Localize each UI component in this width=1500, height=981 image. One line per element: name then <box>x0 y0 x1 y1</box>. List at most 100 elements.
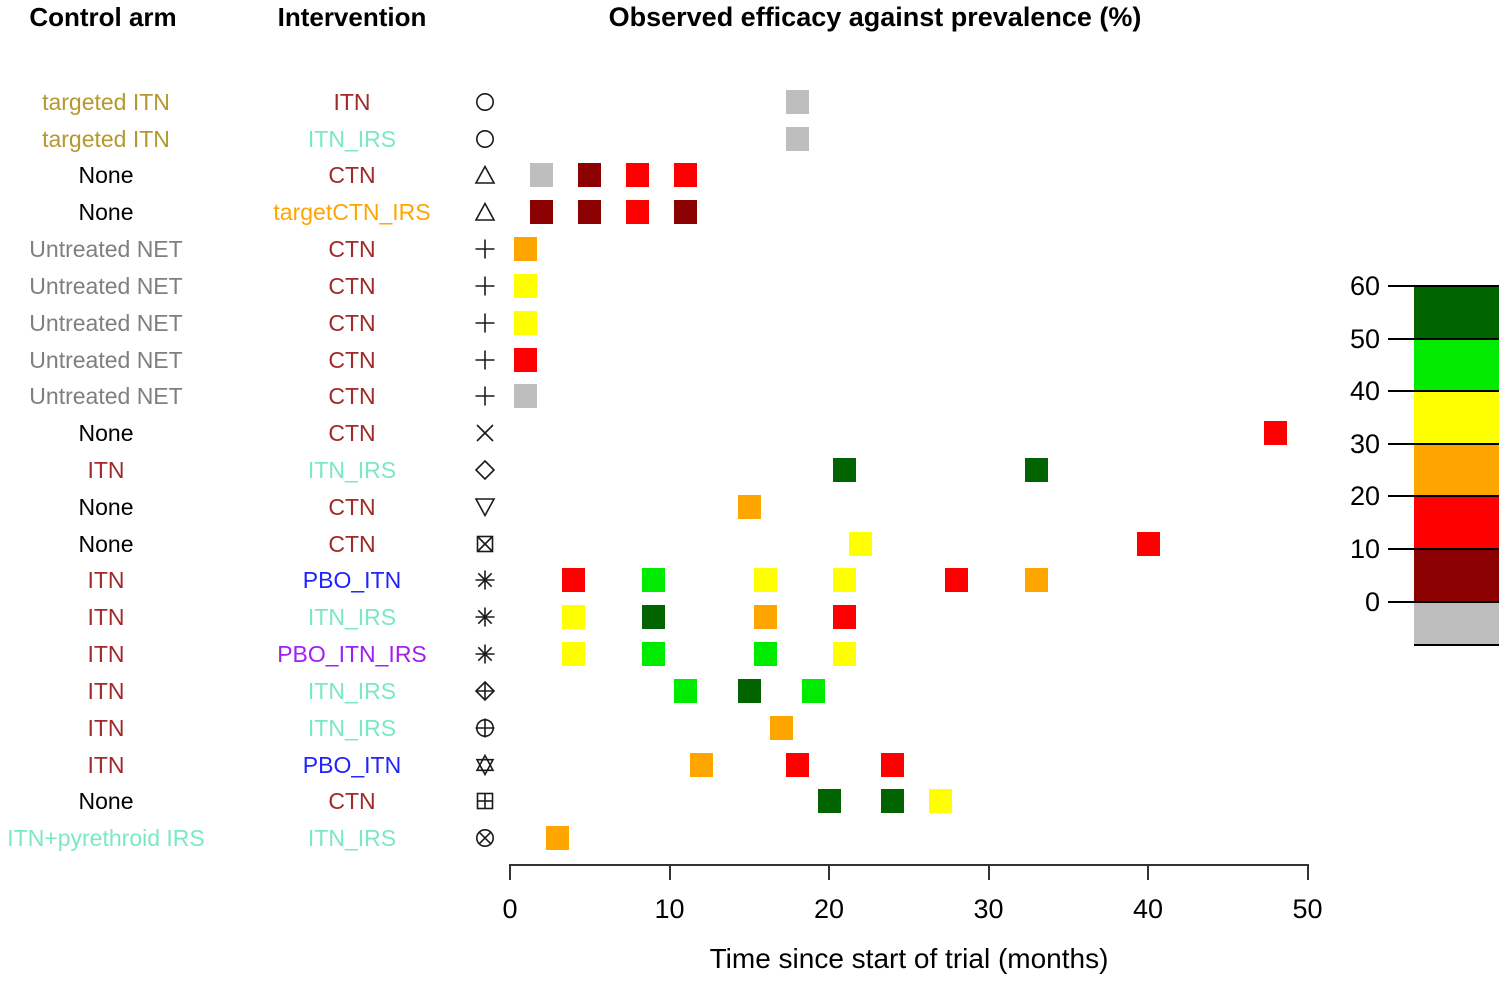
efficacy-point <box>673 678 697 703</box>
legend-bottom-line <box>1414 644 1499 646</box>
intervention-label: CTN <box>328 493 376 520</box>
square-plus-symbol-icon <box>474 790 496 812</box>
efficacy-point <box>514 347 538 372</box>
legend-tick-line <box>1388 548 1499 550</box>
efficacy-point <box>769 715 793 740</box>
cross-symbol-icon <box>474 422 496 444</box>
control-arm-label: None <box>78 420 134 447</box>
control-arm-label: ITN <box>87 714 125 741</box>
efficacy-point <box>1264 421 1288 446</box>
chart-title: Observed efficacy against prevalence (%) <box>608 2 1142 32</box>
x-axis-tick <box>987 866 990 880</box>
control-arm-label: ITN <box>87 604 125 631</box>
legend-band <box>1414 601 1499 645</box>
control-arm-label: None <box>78 162 134 189</box>
intervention-label: ITN <box>333 88 371 115</box>
x-axis-tick-label: 30 <box>973 894 1004 924</box>
control-arm-label: ITN <box>87 457 125 483</box>
x-axis-tick-label: 20 <box>813 894 845 924</box>
efficacy-point <box>881 789 905 814</box>
square-cross-symbol-icon <box>474 533 496 555</box>
efficacy-point <box>737 678 761 703</box>
efficacy-point <box>849 531 873 556</box>
x-axis-tick-label: 10 <box>654 894 685 924</box>
efficacy-point <box>753 568 777 593</box>
intervention-label: CTN <box>328 162 376 189</box>
asterisk-symbol-icon <box>474 606 496 628</box>
efficacy-point <box>801 678 825 703</box>
efficacy-point <box>689 752 713 777</box>
control-arm-label: Untreated NET <box>29 383 183 410</box>
intervention-label: CTN <box>328 383 376 410</box>
efficacy-point <box>514 237 538 262</box>
efficacy-point <box>514 310 538 335</box>
control-arm-label: ITN+pyrethroid IRS <box>7 825 205 852</box>
efficacy-point <box>578 163 602 188</box>
efficacy-point <box>1136 531 1160 556</box>
efficacy-point <box>833 642 857 667</box>
intervention-label: PBO_ITN <box>302 567 402 594</box>
intervention-header: Intervention <box>277 2 427 32</box>
efficacy-point <box>753 642 777 667</box>
control-arm-label: None <box>78 493 134 520</box>
control-arm-label: Untreated NET <box>29 236 183 263</box>
control-arm-label: Untreated NET <box>29 309 183 336</box>
control-arm-header: Control arm <box>29 2 177 32</box>
efficacy-point <box>626 163 650 188</box>
legend-tick-label: 40 <box>1349 376 1380 407</box>
control-arm-label: Untreated NET <box>29 272 183 299</box>
efficacy-point <box>833 458 857 482</box>
legend-band <box>1414 496 1499 549</box>
legend-band <box>1414 391 1499 444</box>
diamond-symbol-icon <box>474 459 496 481</box>
hexagram-symbol-icon <box>474 753 496 776</box>
efficacy-point <box>929 789 953 814</box>
intervention-label: CTN <box>328 530 376 557</box>
intervention-label: targetCTN_IRS <box>273 199 431 226</box>
asterisk-symbol-icon <box>474 643 496 665</box>
circle-cross-symbol-icon <box>474 827 496 849</box>
efficacy-point <box>785 126 809 151</box>
legend-band <box>1414 338 1499 392</box>
efficacy-point <box>1024 458 1048 482</box>
intervention-label: CTN <box>328 788 376 815</box>
intervention-label: ITN_IRS <box>307 604 397 631</box>
efficacy-point <box>673 200 697 225</box>
control-arm-label: ITN <box>87 677 125 704</box>
intervention-label: CTN <box>328 272 376 299</box>
x-axis-label: Time since start of trial (months) <box>709 943 1109 974</box>
x-axis-tick-label: 0 <box>502 894 518 924</box>
efficacy-point <box>1024 568 1048 593</box>
intervention-label: ITN_IRS <box>307 714 397 741</box>
x-axis-tick <box>1306 866 1309 880</box>
intervention-label: PBO_ITN_IRS <box>277 641 427 668</box>
x-axis-tick <box>509 866 511 880</box>
efficacy-point <box>833 568 857 593</box>
efficacy-point <box>785 752 809 777</box>
circle-symbol-icon <box>474 128 496 150</box>
legend-band <box>1414 286 1499 339</box>
efficacy-point <box>881 752 905 777</box>
intervention-label: CTN <box>328 346 376 373</box>
efficacy-point <box>737 494 761 519</box>
control-arm-label: ITN <box>87 641 125 668</box>
legend-tick-label: 10 <box>1349 534 1380 564</box>
efficacy-point <box>546 826 570 851</box>
efficacy-point <box>530 200 554 225</box>
plus-symbol-icon <box>474 238 496 260</box>
efficacy-point <box>626 200 650 225</box>
legend-tick-line <box>1388 285 1499 287</box>
x-axis-line <box>509 864 1309 866</box>
circle-plus-symbol-icon <box>474 717 496 739</box>
intervention-label: ITN_IRS <box>307 457 397 483</box>
legend-tick-label: 20 <box>1349 481 1380 512</box>
x-axis-tick <box>1147 866 1149 880</box>
x-axis-tick <box>668 866 671 880</box>
efficacy-point <box>562 642 586 667</box>
legend-band <box>1414 549 1499 602</box>
control-arm-label: None <box>78 788 134 815</box>
efficacy-point <box>753 605 777 630</box>
intervention-label: CTN <box>328 236 376 263</box>
x-axis-tick-label: 40 <box>1132 894 1164 924</box>
